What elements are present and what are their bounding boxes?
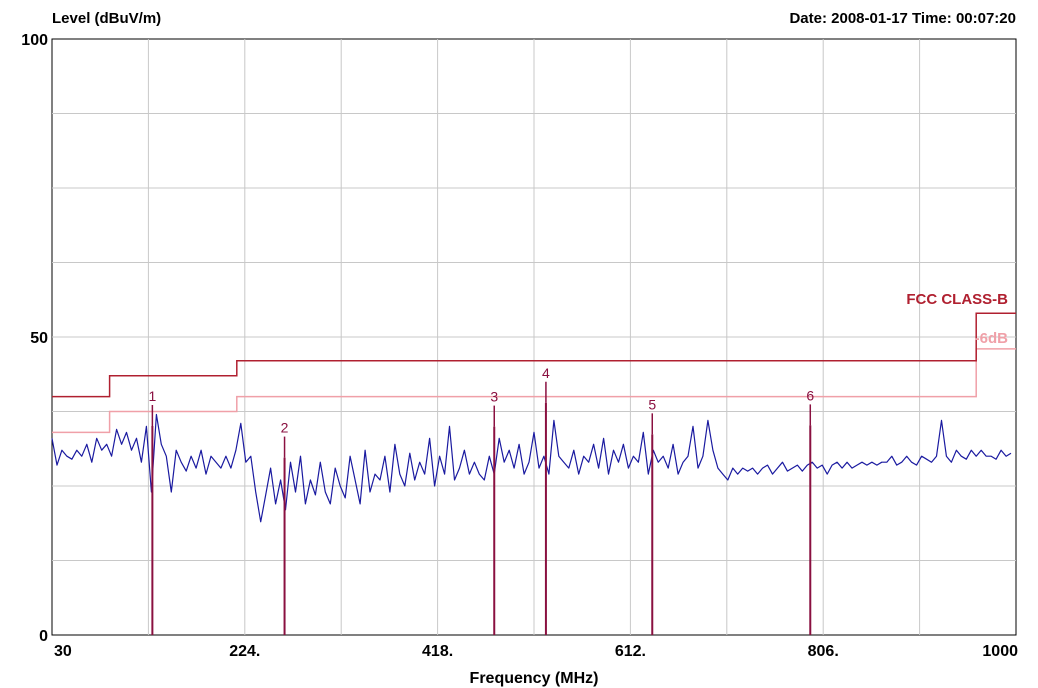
- x-axis-label: Frequency (MHz): [470, 670, 599, 687]
- x-tick-label: 612.: [615, 643, 646, 660]
- y-tick-label: 50: [30, 330, 48, 347]
- trace-line: [51, 413, 1012, 523]
- x-tick-label: 1000: [982, 643, 1018, 660]
- date-time-label: Date: 2008-01-17 Time: 00:07:20: [789, 10, 1016, 27]
- x-tick-label: 30: [54, 643, 72, 660]
- axis-ticks: 30 224. 418. 612. 806. 1000 0 50 100: [21, 32, 1018, 660]
- marker-label-3: 3: [490, 389, 498, 405]
- marker-label-1: 1: [148, 388, 156, 404]
- emission-trace: [51, 413, 1012, 523]
- limit-line-label: FCC CLASS-B: [906, 291, 1008, 308]
- limit-line: [52, 312, 1016, 398]
- x-tick-label: 806.: [808, 643, 839, 660]
- y-tick-label: 100: [21, 32, 48, 49]
- marker-label-6: 6: [806, 387, 814, 403]
- x-tick-label: 418.: [422, 643, 453, 660]
- marker-label-5: 5: [648, 396, 656, 412]
- marker-label-4: 4: [542, 365, 550, 381]
- limit-minus-6db-label: -6dB: [975, 330, 1009, 347]
- y-tick-label: 0: [39, 628, 48, 645]
- marker-label-2: 2: [281, 420, 289, 436]
- x-tick-label: 224.: [229, 643, 260, 660]
- peak-markers: 1 2 3 4 5 6: [148, 365, 814, 635]
- y-axis-label: Level (dBuV/m): [52, 10, 161, 27]
- limit-lines: [52, 312, 1016, 434]
